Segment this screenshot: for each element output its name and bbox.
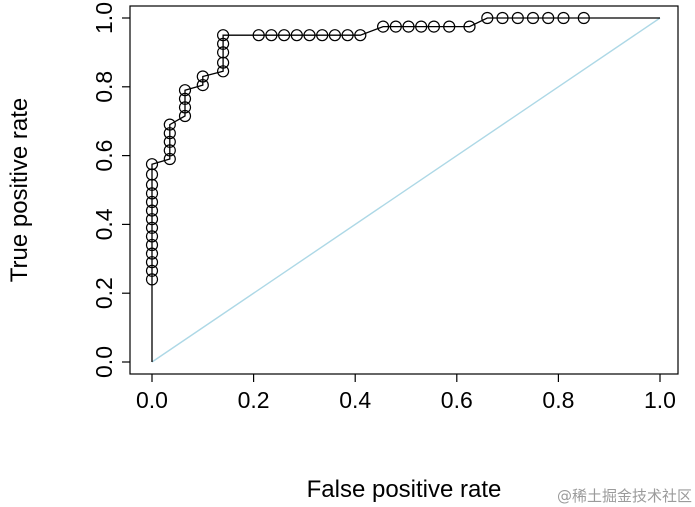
x-tick-label: 0.0 bbox=[136, 387, 168, 413]
watermark: @稀土掘金技术社区 bbox=[557, 487, 692, 505]
roc-point-marker bbox=[145, 256, 159, 269]
x-tick-label: 0.4 bbox=[339, 387, 371, 413]
y-tick-label: 0.2 bbox=[91, 277, 117, 309]
roc-point-marker bbox=[217, 29, 230, 42]
x-tick-label: 0.2 bbox=[238, 387, 270, 413]
y-tick-label: 1.0 bbox=[91, 2, 117, 34]
roc-point-marker bbox=[443, 20, 456, 33]
roc-point-marker bbox=[217, 65, 230, 78]
roc-point-marker bbox=[354, 29, 367, 42]
y-axis-label: True positive rate bbox=[6, 98, 33, 283]
roc-point-marker bbox=[402, 20, 415, 33]
roc-point-marker bbox=[341, 29, 354, 42]
roc-point-marker bbox=[145, 187, 159, 200]
roc-point-marker bbox=[265, 29, 278, 42]
roc-point-marker bbox=[196, 78, 209, 92]
roc-point-marker bbox=[278, 29, 291, 42]
roc-point-marker bbox=[217, 46, 230, 59]
roc-point-marker bbox=[511, 11, 524, 25]
roc-point-marker bbox=[163, 118, 176, 131]
roc-point-marker bbox=[415, 20, 428, 33]
roc-point-marker bbox=[145, 213, 159, 226]
x-tick-label: 0.8 bbox=[542, 387, 574, 413]
roc-point-marker bbox=[145, 158, 159, 171]
roc-point-marker bbox=[145, 195, 159, 209]
roc-point-marker bbox=[178, 84, 192, 97]
x-tick-label: 1.0 bbox=[644, 387, 676, 413]
roc-point-marker bbox=[163, 152, 176, 166]
roc-curve-line bbox=[151, 17, 660, 362]
chart-generated-layer: 0.0 0.2 0.4 0.6 0.8 1.0 0.0 0.2 0.4 0.6 0.8 1.0 bbox=[91, 2, 679, 413]
roc-point-marker bbox=[145, 178, 159, 191]
roc-point-marker bbox=[145, 204, 159, 217]
roc-point-marker bbox=[163, 135, 176, 148]
roc-point-marker bbox=[217, 37, 230, 50]
roc-point-marker bbox=[427, 20, 440, 33]
roc-point-marker bbox=[290, 29, 303, 42]
chance-diagonal-line bbox=[151, 17, 661, 363]
roc-point-marker bbox=[145, 273, 159, 286]
x-axis-label: False positive rate bbox=[307, 476, 502, 503]
y-tick-label: 0.0 bbox=[91, 346, 117, 378]
y-tick-label: 0.4 bbox=[91, 208, 117, 240]
roc-point-marker bbox=[196, 70, 209, 83]
roc-point-marker bbox=[557, 11, 570, 25]
roc-point-marker bbox=[463, 20, 476, 33]
roc-point-marker bbox=[178, 92, 192, 105]
roc-point-marker bbox=[178, 101, 192, 114]
roc-point-marker bbox=[252, 29, 265, 42]
roc-point-marker bbox=[389, 20, 402, 33]
roc-point-marker bbox=[145, 247, 159, 260]
roc-point-marker bbox=[178, 109, 192, 123]
roc-point-marker bbox=[303, 29, 316, 42]
roc-point-marker bbox=[145, 230, 159, 243]
y-tick-label: 0.6 bbox=[91, 140, 117, 172]
y-tick-label: 0.8 bbox=[91, 71, 117, 103]
roc-point-marker bbox=[542, 11, 555, 25]
roc-point-marker bbox=[145, 168, 159, 181]
roc-point-marker bbox=[163, 127, 176, 140]
x-tick-label: 0.6 bbox=[441, 387, 473, 413]
roc-point-marker bbox=[526, 11, 540, 25]
roc-point-marker bbox=[217, 56, 230, 69]
roc-point-marker bbox=[316, 29, 329, 42]
roc-point-marker bbox=[377, 20, 390, 33]
roc-point-marker bbox=[496, 11, 509, 25]
plot-box bbox=[129, 5, 679, 375]
roc-point-marker bbox=[328, 29, 341, 42]
roc-point-marker bbox=[145, 221, 159, 234]
roc-point-marker bbox=[145, 238, 159, 252]
roc-point-marker bbox=[577, 11, 590, 25]
roc-point-marker bbox=[145, 264, 159, 277]
roc-point-marker bbox=[481, 11, 494, 25]
roc-point-marker bbox=[163, 144, 176, 157]
